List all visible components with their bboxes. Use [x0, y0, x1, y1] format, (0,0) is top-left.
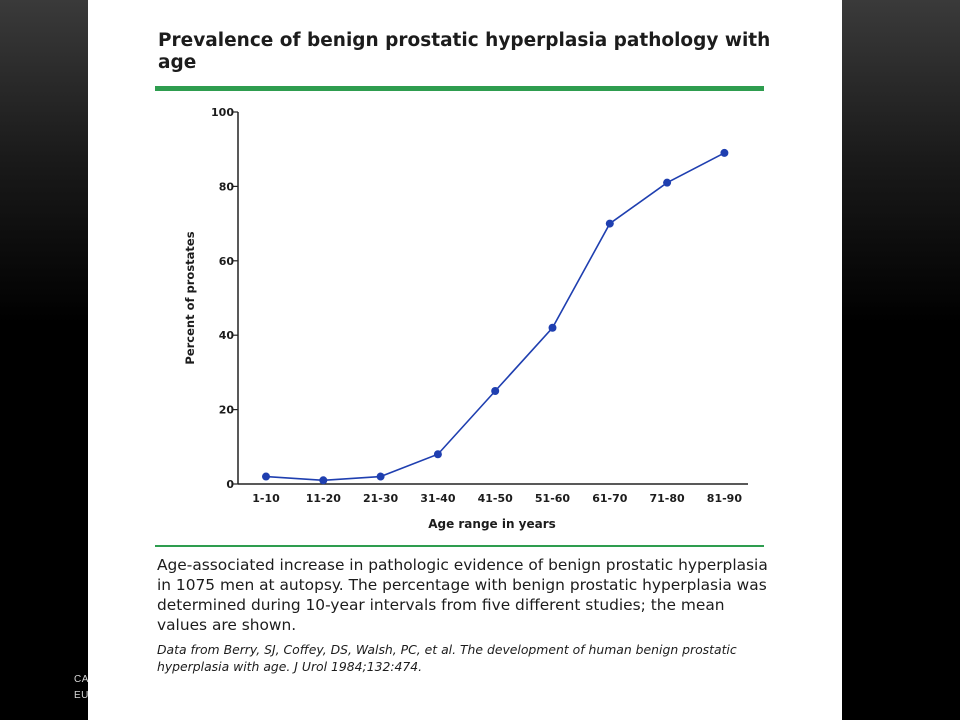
title-rule	[155, 86, 764, 91]
figure-panel: Prevalence of benign prostatic hyperplas…	[88, 0, 842, 720]
data-point	[720, 148, 729, 157]
data-point	[663, 178, 672, 187]
y-tick-label: 0	[226, 478, 234, 491]
slide-footer-text-1: CA	[74, 674, 89, 685]
x-tick-label: 31-40	[420, 492, 456, 505]
slide-footer-text-2: EU	[74, 690, 89, 701]
data-point	[491, 387, 500, 395]
y-tick-label: 80	[219, 180, 235, 193]
x-tick-label: 21-30	[363, 492, 399, 505]
y-tick-label: 100	[211, 106, 234, 119]
y-tick-label: 40	[219, 329, 235, 342]
y-axis-label: Percent of prostates	[183, 231, 197, 364]
figure-title: Prevalence of benign prostatic hyperplas…	[158, 30, 771, 73]
x-tick-label: 81-90	[707, 492, 743, 505]
figure-source: Data from Berry, SJ, Coffey, DS, Walsh, …	[157, 642, 737, 674]
figure-caption: Age-associated increase in pathologic ev…	[157, 556, 768, 634]
data-point	[605, 219, 614, 228]
data-point	[548, 323, 557, 332]
y-tick-label: 20	[219, 404, 235, 417]
x-tick-label: 51-60	[535, 492, 571, 505]
x-tick-label: 1-10	[252, 492, 280, 505]
y-tick-label: 60	[219, 255, 235, 268]
series-line	[265, 152, 725, 482]
x-axis-label: Age range in years	[428, 517, 556, 531]
x-tick-label: 41-50	[478, 492, 514, 505]
caption-rule	[155, 545, 764, 547]
line-chart: 0 20 40 60 80 100 1-10 11-20 21-30 31-40 41-50 51-…	[183, 106, 748, 531]
x-tick-label: 11-20	[306, 492, 342, 505]
data-point	[433, 450, 442, 459]
data-point	[262, 472, 270, 481]
data-point	[319, 476, 328, 485]
x-tick-label: 61-70	[592, 492, 628, 505]
x-tick-label: 71-80	[650, 492, 686, 505]
data-point	[376, 472, 385, 481]
